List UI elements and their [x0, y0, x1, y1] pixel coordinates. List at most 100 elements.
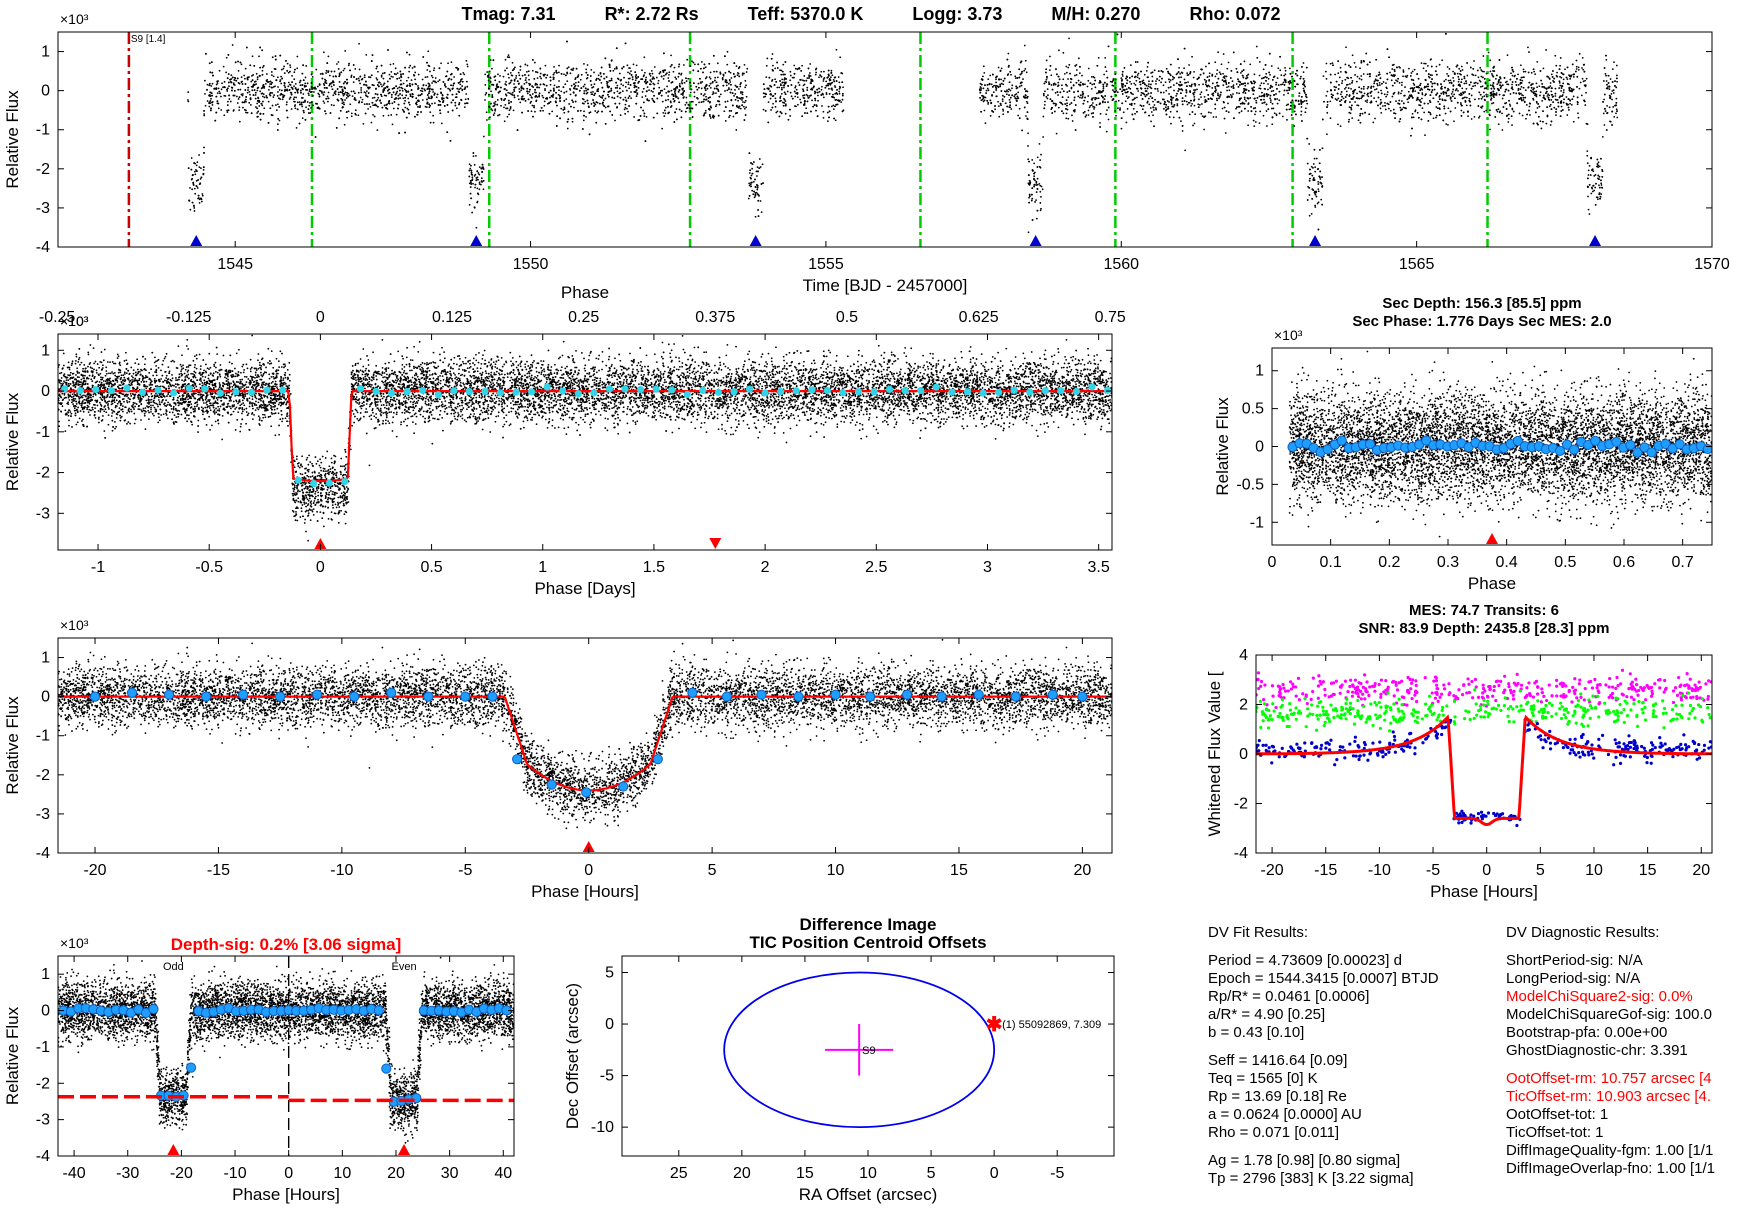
- data-point: [1115, 100, 1117, 103]
- data-point: [1046, 97, 1049, 100]
- data-point: [1193, 95, 1196, 98]
- data-point: [597, 77, 600, 80]
- data-point: [986, 87, 989, 90]
- data-point: [1449, 79, 1452, 82]
- data-point: [667, 95, 670, 97]
- data-point: [285, 101, 288, 104]
- data-point: [280, 75, 283, 78]
- data-point: [1457, 75, 1460, 78]
- data-point: [1392, 63, 1395, 66]
- data-point: [1457, 89, 1459, 92]
- data-point: [1550, 99, 1553, 101]
- data-point: [665, 72, 668, 75]
- data-point: [704, 112, 707, 114]
- data-point: [1183, 67, 1185, 70]
- data-point: [1236, 92, 1238, 94]
- data-point: [1267, 83, 1269, 85]
- data-point: [1014, 77, 1017, 80]
- data-point: [1517, 87, 1520, 90]
- data-point: [280, 82, 283, 85]
- data-point: [989, 74, 992, 77]
- data-point: [1389, 71, 1391, 74]
- data-point: [1136, 61, 1139, 63]
- data-point: [391, 123, 394, 126]
- data-point: [1577, 112, 1579, 115]
- data-point: [260, 87, 263, 90]
- data-point: [1465, 104, 1468, 107]
- data-point: [283, 65, 286, 68]
- data-point: [1611, 68, 1614, 71]
- data-point: [504, 103, 507, 106]
- data-point: [1600, 182, 1603, 185]
- data-point: [1481, 85, 1484, 88]
- data-point: [764, 95, 767, 98]
- data-point: [507, 54, 510, 56]
- data-point: [803, 75, 806, 77]
- data-point: [709, 117, 712, 119]
- data-point: [1584, 104, 1587, 106]
- data-point: [435, 96, 438, 99]
- data-point: [327, 71, 330, 74]
- data-point: [808, 72, 811, 74]
- data-point: [1153, 69, 1156, 72]
- data-point: [1102, 87, 1105, 90]
- data-point: [1404, 86, 1406, 88]
- data-point: [743, 63, 746, 66]
- data-point: [1523, 101, 1526, 104]
- data-point: [1506, 80, 1508, 83]
- data-point: [1326, 111, 1329, 114]
- data-point: [1221, 79, 1224, 81]
- data-point: [243, 101, 246, 104]
- data-point: [987, 89, 990, 92]
- data-point: [818, 76, 820, 79]
- data-point: [269, 83, 272, 85]
- data-point: [1585, 91, 1587, 94]
- data-point: [1033, 162, 1036, 165]
- data-point: [1401, 100, 1403, 102]
- data-point: [734, 93, 737, 95]
- data-point: [194, 173, 197, 176]
- data-point: [736, 72, 739, 74]
- data-point: [820, 88, 823, 91]
- data-point: [1226, 89, 1228, 92]
- data-point: [476, 187, 479, 190]
- data-point: [528, 84, 531, 87]
- data-point: [1303, 92, 1306, 94]
- data-point: [476, 176, 479, 179]
- data-point: [341, 91, 343, 94]
- data-point: [1142, 79, 1145, 82]
- data-point: [627, 71, 629, 74]
- data-point: [337, 91, 340, 94]
- data-point: [372, 84, 375, 87]
- data-point: [371, 101, 374, 104]
- data-point: [507, 91, 510, 94]
- data-point: [1375, 79, 1378, 82]
- data-point: [1358, 97, 1361, 100]
- data-point: [1147, 76, 1149, 79]
- data-point: [1559, 57, 1562, 59]
- data-point: [363, 103, 366, 106]
- data-point: [382, 89, 385, 91]
- data-point: [1114, 110, 1117, 112]
- data-point: [337, 68, 340, 70]
- data-point: [223, 80, 226, 83]
- data-point: [510, 93, 512, 95]
- data-point: [990, 83, 993, 86]
- plot-area: [58, 32, 1712, 247]
- data-point: [735, 105, 738, 108]
- data-point: [1534, 94, 1536, 97]
- data-point: [506, 115, 509, 118]
- data-point: [781, 70, 784, 73]
- data-point: [1542, 67, 1545, 70]
- data-point: [270, 74, 273, 77]
- data-point: [1417, 92, 1420, 94]
- data-point: [326, 95, 329, 98]
- data-point: [306, 82, 309, 85]
- data-point: [834, 119, 837, 122]
- data-point: [1308, 177, 1311, 180]
- data-point: [1001, 100, 1004, 102]
- data-point: [1536, 107, 1539, 109]
- data-point: [1602, 80, 1605, 82]
- data-point: [432, 91, 435, 93]
- data-point: [255, 106, 257, 108]
